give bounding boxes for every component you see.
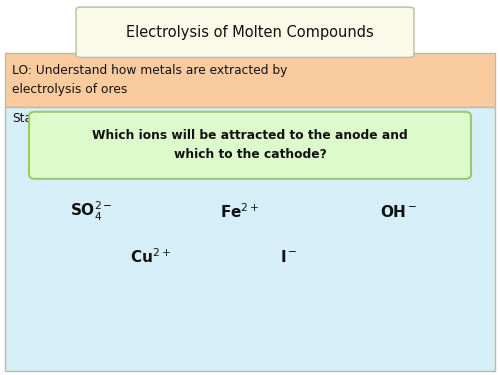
Text: Fe$^{2+}$: Fe$^{2+}$ <box>220 202 260 221</box>
FancyBboxPatch shape <box>5 107 495 371</box>
Text: OH$^-$: OH$^-$ <box>380 204 418 220</box>
Text: Electrolysis of Molten Compounds: Electrolysis of Molten Compounds <box>126 25 374 40</box>
Text: LO: Understand how metals are extracted by
electrolysis of ores: LO: Understand how metals are extracted … <box>12 64 288 96</box>
Text: Which ions will be attracted to the anode and
which to the cathode?: Which ions will be attracted to the anod… <box>92 129 408 161</box>
FancyBboxPatch shape <box>5 53 495 107</box>
Text: SO$_4^{2-}$: SO$_4^{2-}$ <box>70 200 113 223</box>
FancyBboxPatch shape <box>76 7 414 57</box>
Text: Cu$^{2+}$: Cu$^{2+}$ <box>130 248 171 266</box>
FancyBboxPatch shape <box>29 112 471 179</box>
Text: Starter:: Starter: <box>12 112 59 126</box>
Text: I$^-$: I$^-$ <box>280 249 297 265</box>
